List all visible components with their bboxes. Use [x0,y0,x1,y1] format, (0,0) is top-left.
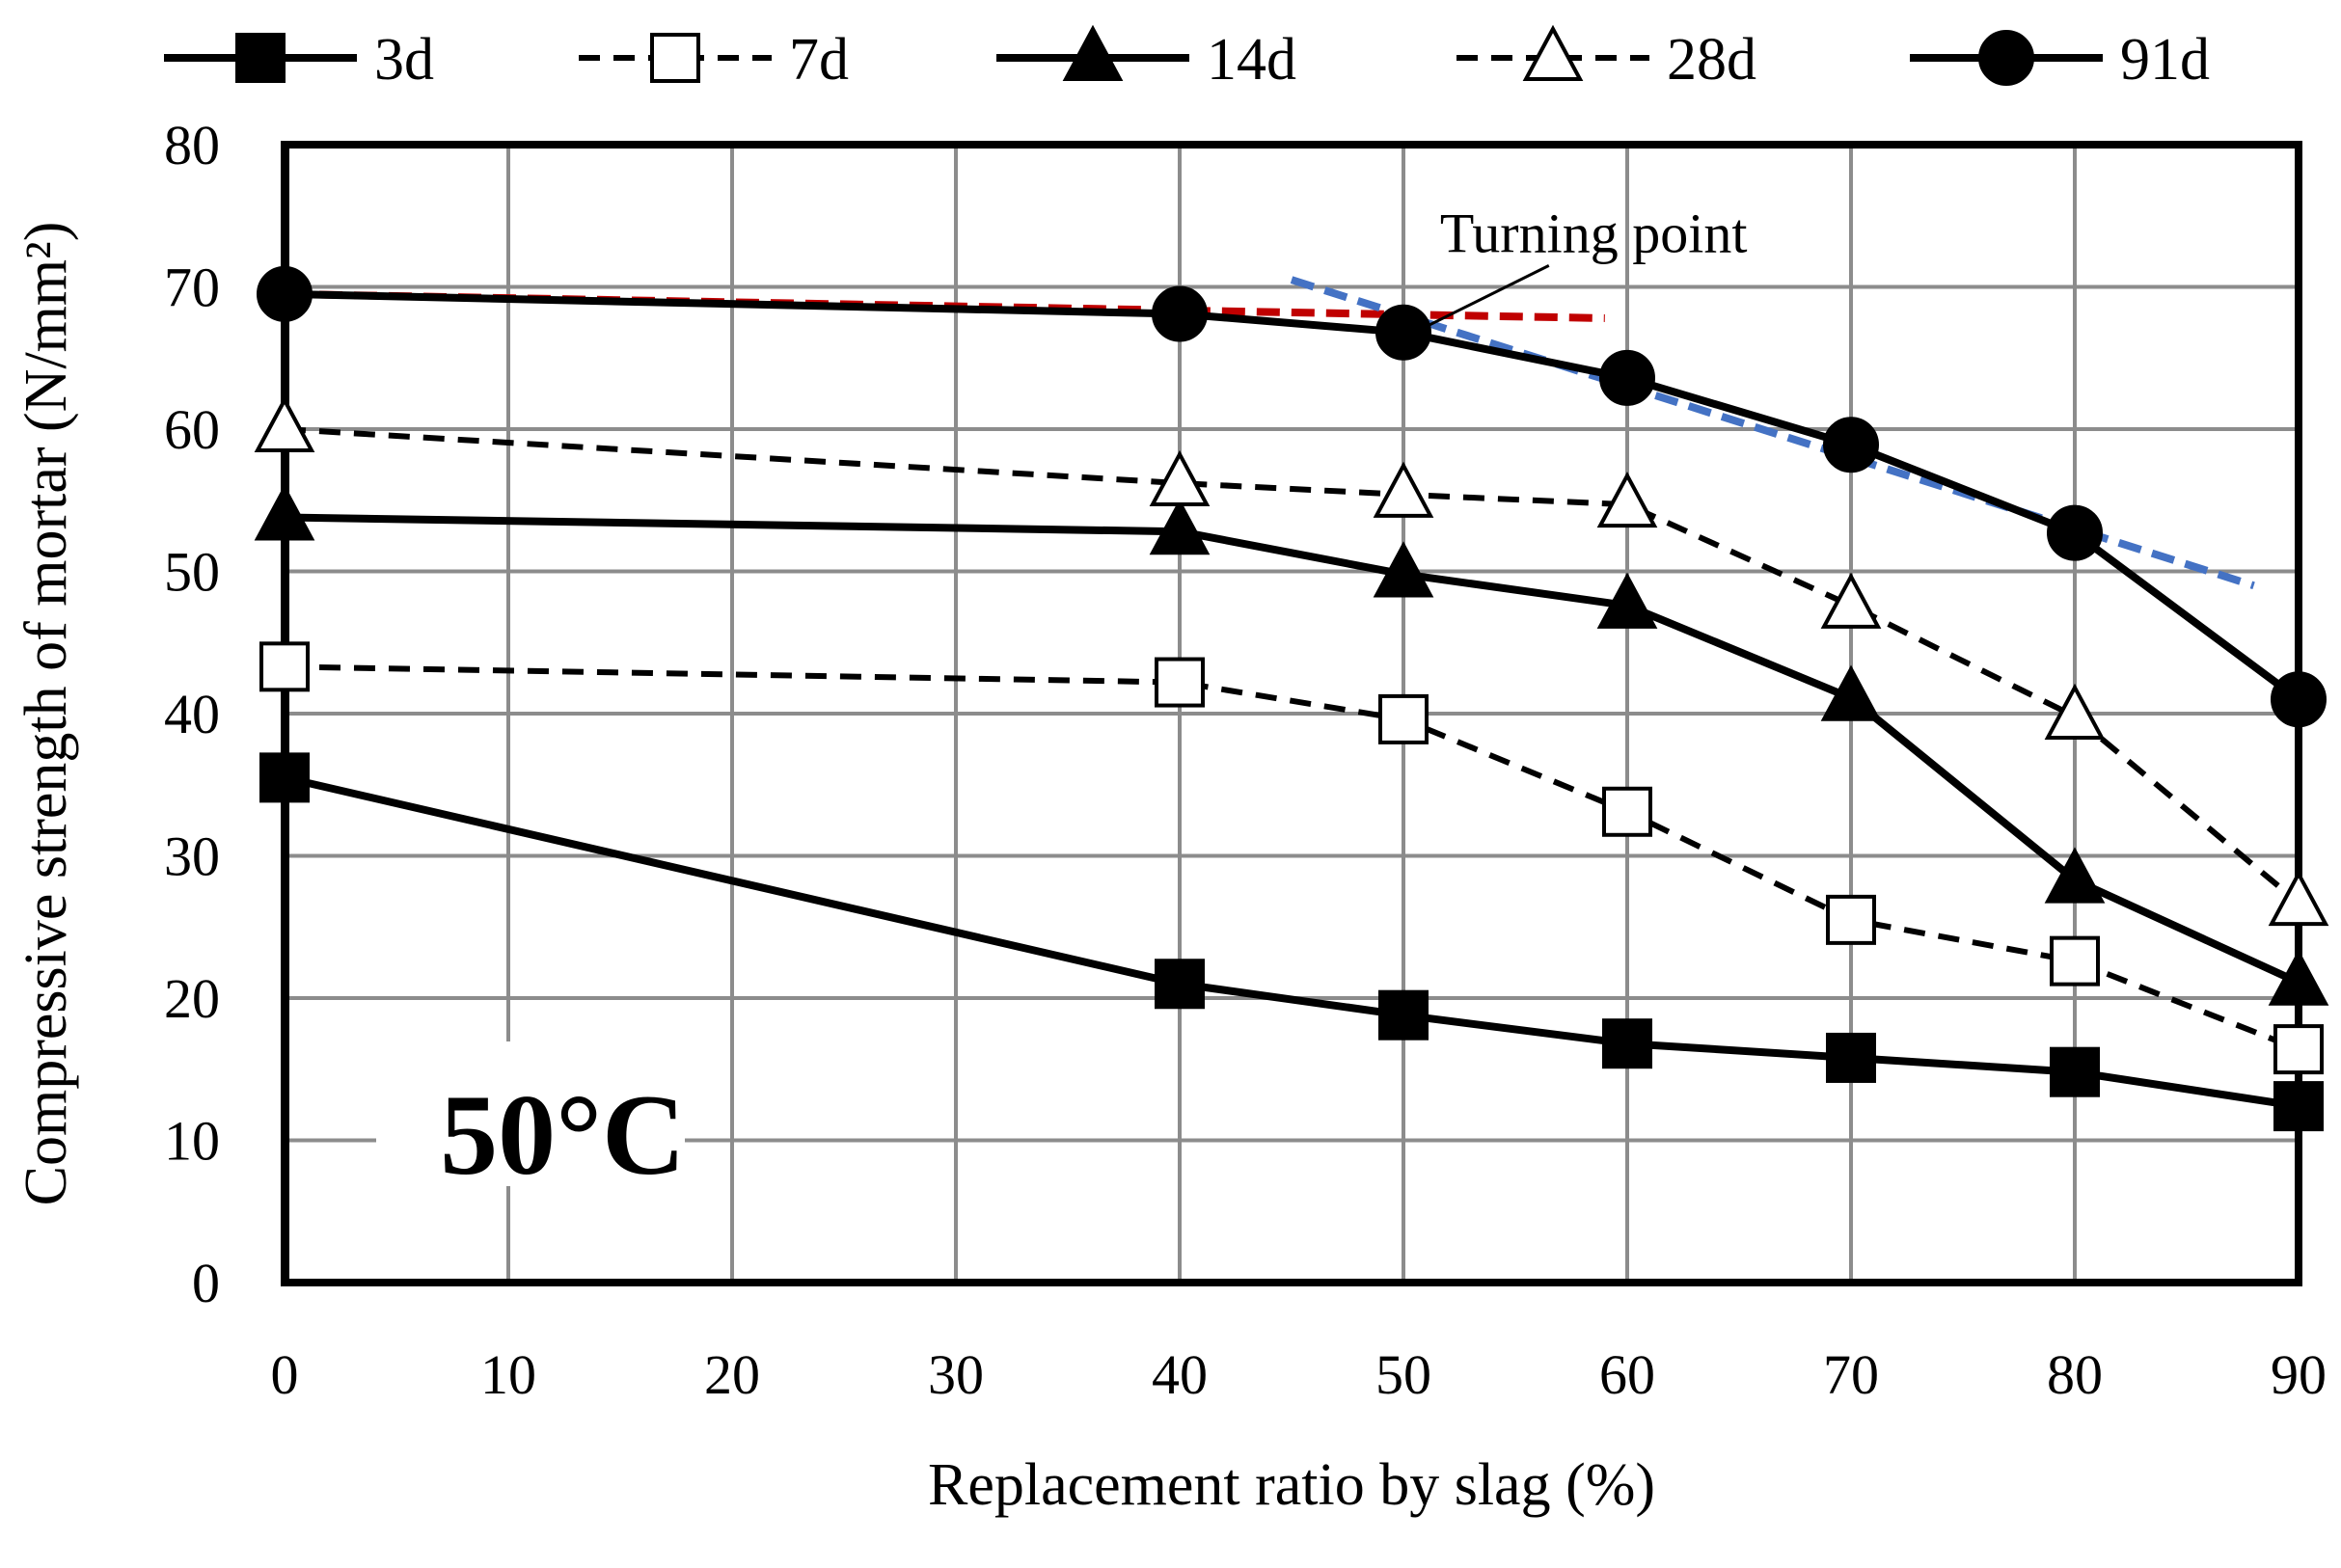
x-tick-20: 20 [704,1343,760,1406]
point-14d-90 [2268,949,2329,1006]
point-28d-50 [1373,461,1434,518]
point-14d-80 [2044,847,2106,904]
legend-label-3d: 3d [374,27,434,93]
point-7d-60 [1602,786,1652,837]
trend-line-2 [1290,276,2255,590]
x-axis-label: Replacement ratio by slag (%) [928,1452,1655,1518]
point-28d-90 [2268,869,2329,927]
tick-labels: 0 10 20 30 40 50 60 70 80 90 0 10 20 30 40 50 60 70 80 [164,114,2327,1406]
series-7d [259,641,2324,1075]
point-7d-70 [1826,894,1876,945]
x-tick-10: 10 [480,1343,536,1406]
turning-point-arrow [1425,264,1550,329]
legend-marker-28d [1522,24,1584,81]
series-line-7d [284,663,2300,1052]
series-line-14d [284,513,2300,987]
x-tick-50: 50 [1375,1343,1431,1406]
y-tick-50: 50 [164,541,220,604]
series-91d [257,265,2327,728]
point-91d-50 [1375,304,1431,361]
x-tick-0: 0 [271,1343,299,1406]
series-line-91d [284,289,2301,703]
point-28d-70 [1820,572,1882,629]
point-14d-40 [1149,498,1211,555]
point-7d-90 [2273,1024,2324,1075]
y-tick-60: 60 [164,398,220,461]
x-tick-30: 30 [928,1343,984,1406]
series-3d [259,752,2324,1132]
annotations: Turning point 50°C [376,202,1747,1199]
point-28d-0 [254,395,315,452]
y-tick-80: 80 [164,114,220,176]
series-14d [254,484,2329,1006]
y-tick-30: 30 [164,825,220,888]
legend-item-7d: 7d [579,27,849,93]
y-tick-70: 70 [164,257,220,319]
legend-marker-3d [235,33,286,83]
y-tick-20: 20 [164,967,220,1030]
legend-item-28d: 28d [1456,24,1756,93]
series-group [254,265,2329,1132]
point-91d-0 [257,265,313,322]
point-3d-50 [1378,989,1429,1041]
x-tick-70: 70 [1823,1343,1879,1406]
y-tick-0: 0 [192,1252,220,1314]
legend-marker-91d [1978,30,2034,86]
y-axis-label: Compressive strength of mortar (N/mm²) [14,222,79,1206]
x-tick-90: 90 [2271,1343,2327,1406]
legend-label-28d: 28d [1667,27,1756,93]
point-14d-0 [254,484,315,541]
point-14d-60 [1596,572,1658,629]
point-14d-50 [1373,541,1434,598]
point-91d-40 [1152,285,1208,342]
point-28d-40 [1149,449,1211,507]
legend-marker-7d [650,33,700,83]
legend-item-3d: 3d [164,27,434,93]
point-3d-40 [1155,959,1205,1010]
y-tick-40: 40 [164,683,220,745]
legend-item-14d: 14d [996,24,1296,93]
series-28d [254,395,2329,927]
point-91d-80 [2047,504,2103,561]
point-28d-80 [2044,683,2106,740]
legend-label-91d: 91d [2120,27,2210,93]
point-7d-0 [259,641,310,692]
temperature-label-background [376,1041,685,1186]
point-3d-90 [2273,1081,2324,1132]
point-7d-40 [1155,657,1205,708]
x-tick-80: 80 [2047,1343,2103,1406]
point-28d-60 [1596,471,1658,528]
legend: 3d 7d 14d 28d 91d [164,24,2210,93]
point-7d-50 [1378,693,1429,744]
point-7d-80 [2050,935,2100,987]
temperature-label: 50°C [440,1070,686,1199]
legend-item-91d: 91d [1910,27,2210,93]
point-3d-80 [2050,1046,2100,1097]
point-91d-60 [1599,349,1655,406]
legend-label-14d: 14d [1207,27,1296,93]
point-91d-70 [1823,417,1879,473]
point-91d-90 [2271,671,2327,728]
turning-point-label: Turning point [1440,202,1748,264]
x-tick-40: 40 [1152,1343,1208,1406]
point-14d-70 [1820,664,1882,721]
x-tick-60: 60 [1599,1343,1655,1406]
legend-label-7d: 7d [789,27,849,93]
point-3d-60 [1602,1018,1652,1069]
y-tick-10: 10 [164,1110,220,1173]
point-3d-0 [259,752,310,803]
trend-lines [284,276,2255,590]
legend-marker-14d [1062,24,1124,81]
point-3d-70 [1826,1032,1876,1083]
